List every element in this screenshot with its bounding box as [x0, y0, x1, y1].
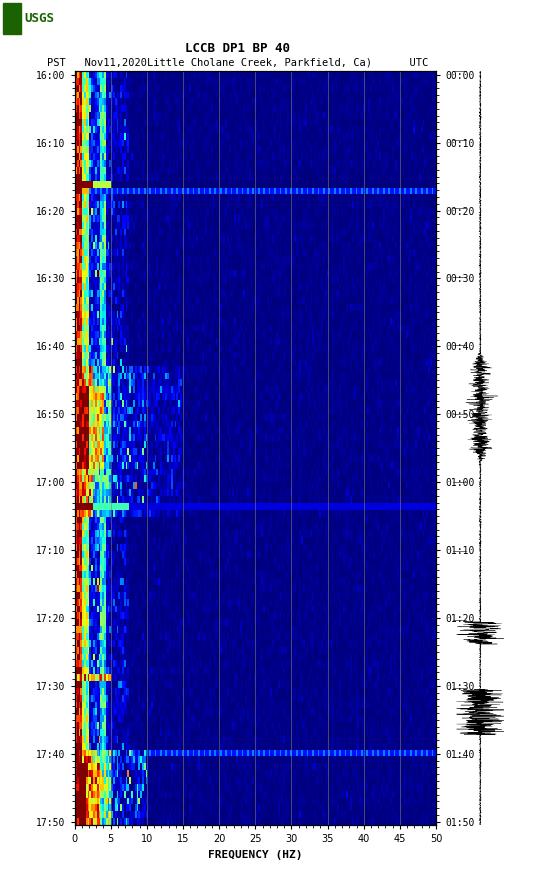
Text: USGS: USGS [24, 12, 54, 25]
Text: PST   Nov11,2020Little Cholane Creek, Parkfield, Ca)      UTC: PST Nov11,2020Little Cholane Creek, Park… [47, 58, 428, 68]
Bar [3, 3, 22, 34]
X-axis label: FREQUENCY (HZ): FREQUENCY (HZ) [208, 850, 302, 860]
Text: LCCB DP1 BP 40: LCCB DP1 BP 40 [185, 42, 290, 55]
